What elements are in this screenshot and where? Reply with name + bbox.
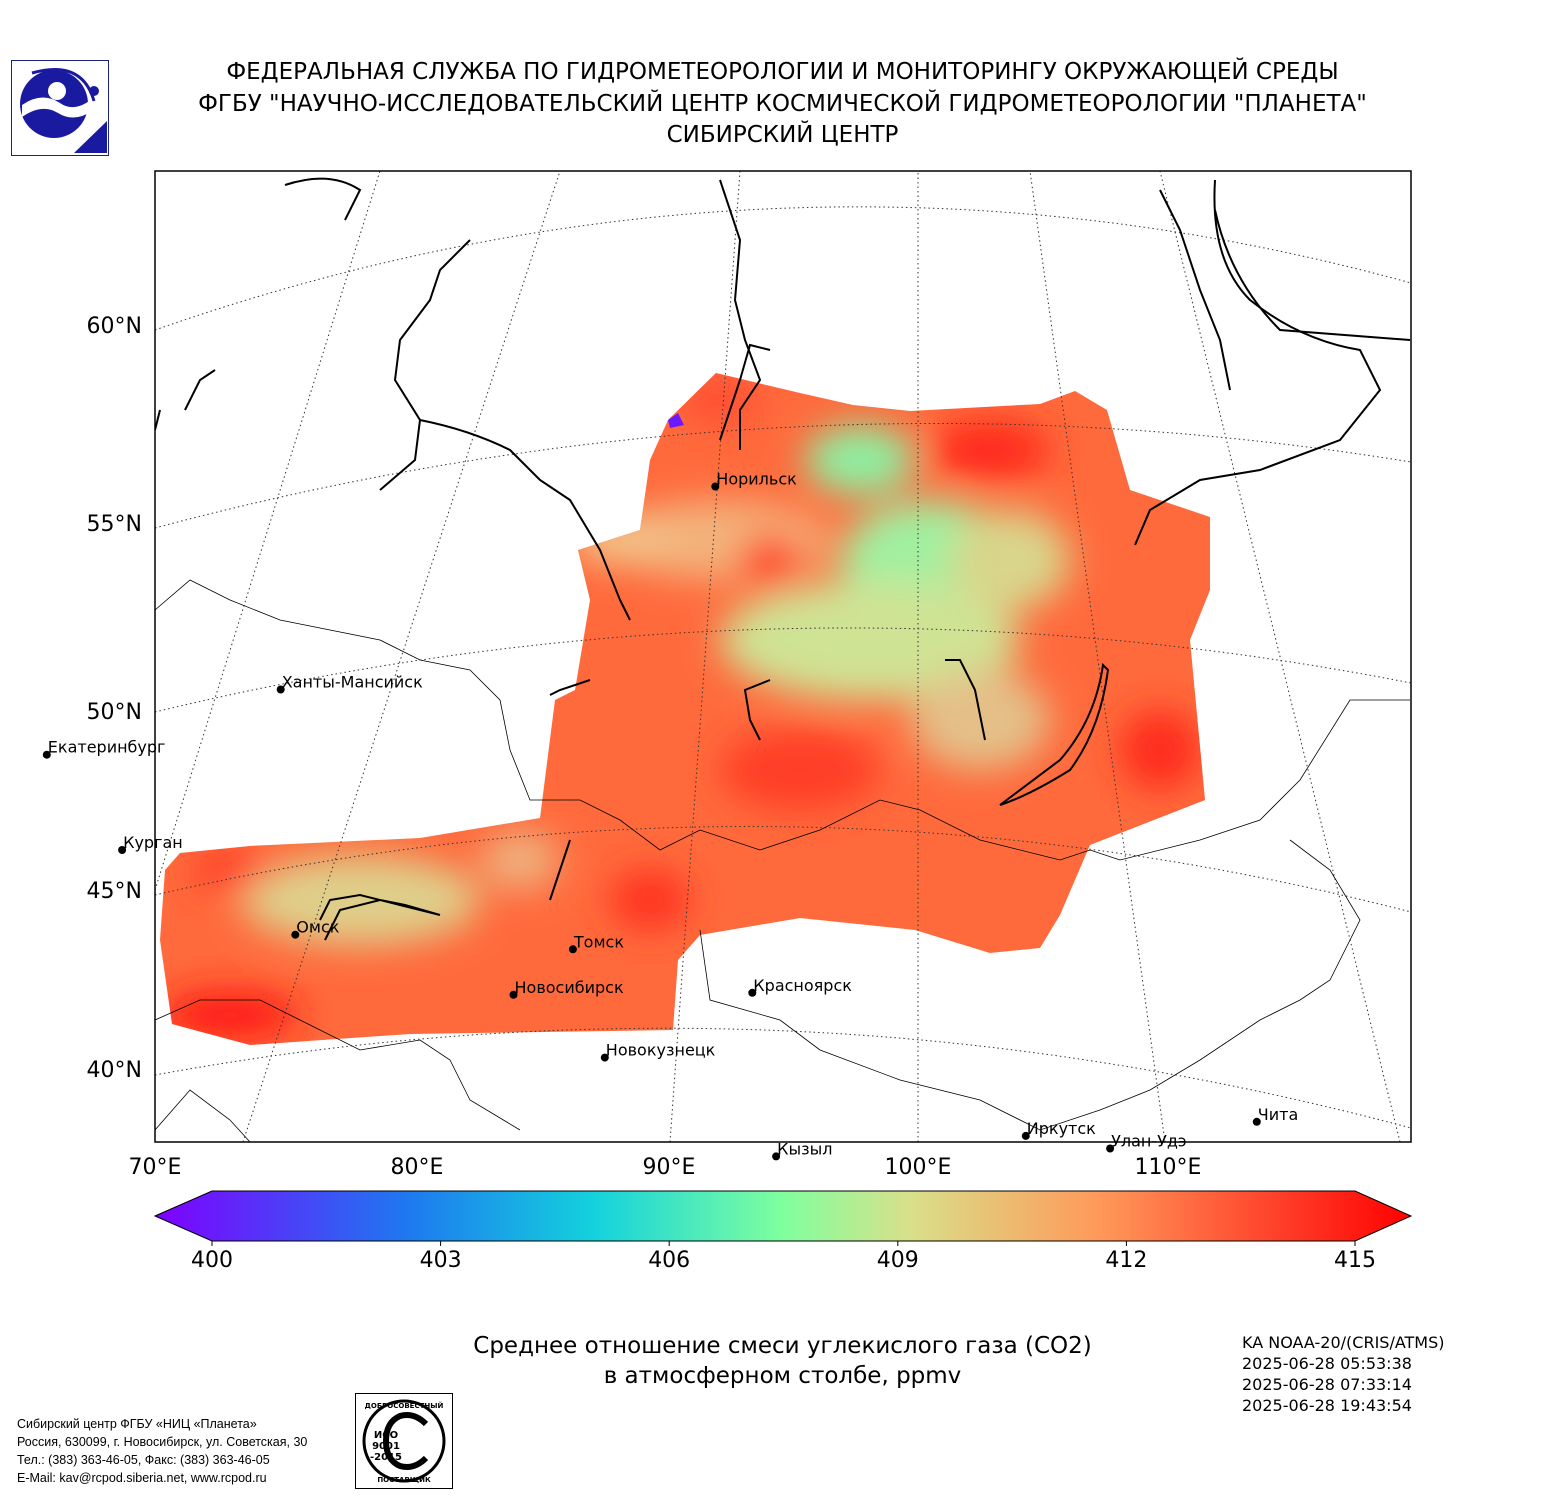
satellite-name: KA NOAA-20/(CRIS/ATMS) <box>1242 1333 1445 1352</box>
city-label-5: Томск <box>573 932 624 951</box>
city-marker-10 <box>1021 1131 1030 1140</box>
lon-label-100: 100°E <box>885 1155 952 1180</box>
city-marker-6 <box>509 990 518 999</box>
city-marker-3 <box>118 846 127 854</box>
borders <box>155 579 1410 1142</box>
city-marker-9 <box>772 1152 781 1161</box>
co2-field <box>160 373 1210 1045</box>
footer-email: E-Mail: kav@rcpod.siberia.net, www.rcpod… <box>17 1471 267 1485</box>
lat-label-40: 40°N <box>87 1058 142 1083</box>
colorbar: 400 403 406 409 412 415 <box>153 1190 1413 1273</box>
lat-label-60: 60°N <box>87 314 142 339</box>
city-label-7: Красноярск <box>753 976 852 995</box>
iso-badge: ДОБРОСОВЕСТНЫЙ ИСО 9001 -2015 ПОСТАВЩИК <box>355 1393 453 1489</box>
city-marker-4 <box>291 930 300 939</box>
city-marker-11 <box>1106 1144 1115 1153</box>
rivers-coastlines <box>155 177 1411 941</box>
city-marker-5 <box>568 945 577 954</box>
city-marker-12 <box>1252 1117 1261 1126</box>
header-line-3: СИБИРСКИЙ ЦЕНТР <box>666 122 899 148</box>
city-label-10: Иркутск <box>1027 1119 1096 1138</box>
city-label-12: Чита <box>1258 1105 1299 1124</box>
city-label-9: Кызыл <box>777 1139 832 1158</box>
caption-line-1: Среднее отношение смеси углекислого газа… <box>473 1333 1092 1359</box>
city-label-6: Новосибирск <box>515 978 624 997</box>
colorbar-tick-label-4: 412 <box>1105 1248 1147 1273</box>
svg-text:9001: 9001 <box>372 1441 400 1452</box>
colorbar-tick-label-2: 406 <box>648 1248 690 1273</box>
footer-contacts: Сибирский центр ФГБУ «НИЦ «Планета» Росс… <box>17 1415 307 1487</box>
city-label-11: Улан-Удэ <box>1111 1132 1187 1151</box>
caption-line-2: в атмосферном столбе, ppmv <box>603 1363 962 1389</box>
svg-text:-2015: -2015 <box>370 1452 402 1463</box>
city-marker-8 <box>600 1053 609 1062</box>
colorbar-tick-label-3: 409 <box>877 1248 919 1273</box>
footer-phone: Тел.: (383) 363-46-05, Факс: (383) 363-4… <box>17 1453 270 1467</box>
lon-label-110: 110°E <box>1135 1155 1202 1180</box>
city-label-3: Курган <box>123 833 183 852</box>
city-label-1: Ханты-Мансийск <box>282 673 423 692</box>
city-label-2: Екатеринбург <box>48 738 166 757</box>
svg-text:ИСО: ИСО <box>374 1430 398 1441</box>
city-marker-1 <box>276 685 285 694</box>
lat-label-50: 50°N <box>87 700 142 725</box>
satellite-time-1: 2025-06-28 05:53:38 <box>1242 1354 1412 1373</box>
map-frame <box>154 170 1412 1143</box>
lon-label-80: 80°E <box>391 1155 444 1180</box>
footer-org: Сибирский центр ФГБУ «НИЦ «Планета» <box>17 1417 257 1431</box>
satellite-time-2: 2025-06-28 07:33:14 <box>1242 1375 1412 1394</box>
city-label-4: Омск <box>296 918 339 937</box>
colorbar-tick-label-1: 403 <box>420 1248 462 1273</box>
colorbar-bar <box>153 1190 1413 1242</box>
city-label-8: Новокузнецк <box>606 1041 716 1060</box>
satellite-info: KA NOAA-20/(CRIS/ATMS) 2025-06-28 05:53:… <box>1242 1332 1445 1416</box>
planeta-logo-icon <box>20 68 107 153</box>
city-marker-2 <box>42 750 51 759</box>
iso-badge-icon: ДОБРОСОВЕСТНЫЙ ИСО 9001 -2015 ПОСТАВЩИК <box>362 1399 446 1484</box>
city-marker-7 <box>748 988 757 997</box>
lat-label-55: 55°N <box>87 512 142 537</box>
co2-map: Норильск Ханты-Мансийск Екатеринбург Курган… <box>42 170 1413 1273</box>
header-line-2: ФГБУ "НАУЧНО-ИССЛЕДОВАТЕЛЬСКИЙ ЦЕНТР КОС… <box>198 91 1367 117</box>
city-marker-0 <box>711 482 720 491</box>
footer-address: Россия, 630099, г. Новосибирск, ул. Сове… <box>17 1435 308 1449</box>
co2-low-patch <box>668 413 684 428</box>
planeta-logo <box>11 60 109 156</box>
city-label-0: Норильск <box>716 470 797 489</box>
lon-label-90: 90°E <box>643 1155 696 1180</box>
colorbar-tick-label-0: 400 <box>191 1248 233 1273</box>
colorbar-tick-label-5: 415 <box>1334 1248 1376 1273</box>
iso-top-text: ДОБРОСОВЕСТНЫЙ <box>365 1401 444 1410</box>
header-line-1: ФЕДЕРАЛЬНАЯ СЛУЖБА ПО ГИДРОМЕТЕОРОЛОГИИ … <box>226 59 1339 85</box>
city-markers: Норильск Ханты-Мансийск Екатеринбург Курган… <box>42 470 1299 1161</box>
lat-label-45: 45°N <box>87 879 142 904</box>
satellite-time-3: 2025-06-28 19:43:54 <box>1242 1396 1412 1415</box>
iso-bottom-text: ПОСТАВЩИК <box>377 1476 431 1484</box>
lon-label-70: 70°E <box>129 1155 182 1180</box>
